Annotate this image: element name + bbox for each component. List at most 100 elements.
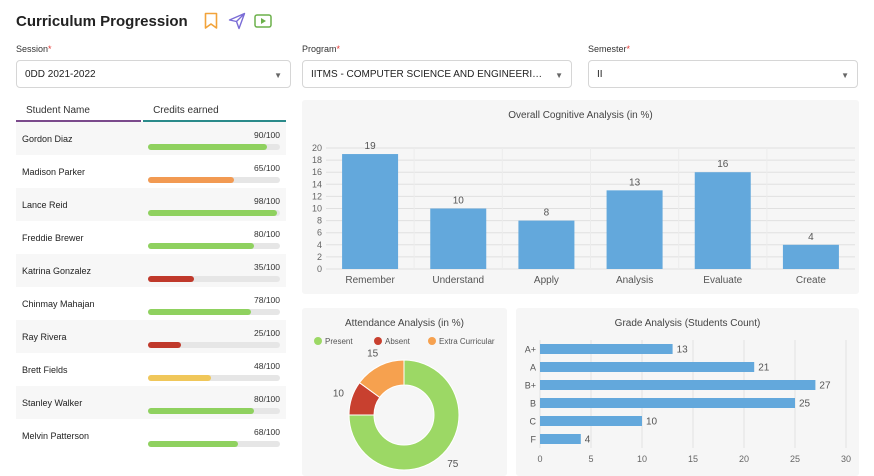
credits-cell: 80/100 [144, 386, 282, 419]
bar-value-label: 10 [453, 196, 465, 207]
y-tick-label: 6 [317, 228, 322, 238]
x-tick-label: Understand [432, 275, 484, 286]
student-name: Chinmay Mahajan [22, 298, 95, 309]
bar-remember[interactable] [342, 154, 399, 269]
attendance-analysis-panel: Attendance Analysis (in %) Present Absent… [302, 308, 507, 476]
table-row[interactable]: Lance Reid 98/100 [16, 188, 286, 221]
table-row[interactable]: Madison Parker 65/100 [16, 155, 286, 188]
credits-progress-fill [148, 441, 238, 447]
session-value: 0DD 2021-2022 [25, 68, 96, 80]
session-label: Session [16, 44, 49, 54]
bar-value-label: 19 [365, 141, 377, 152]
y-tick-label: 16 [312, 167, 322, 177]
credits-progress-track [148, 342, 280, 348]
credits-progress-track [148, 210, 280, 216]
bar-value-label: 4 [585, 435, 591, 446]
bar-evaluate[interactable] [694, 172, 751, 269]
credits-progress-track [148, 375, 280, 381]
student-name: Ray Rivera [22, 331, 67, 342]
bar-value-label: 8 [544, 208, 550, 219]
program-select[interactable]: IITMS - COMPUTER SCIENCE AND ENGINEERING… [302, 60, 572, 88]
legend-label[interactable]: Present [325, 337, 353, 346]
student-name: Gordon Diaz [22, 133, 73, 144]
credits-cell: 68/100 [144, 419, 282, 452]
grade-bar-chart: 0 5 10 15 20 25 30 13 A+ 21 A 27 B+ 25 B 10 C 4 F [525, 340, 851, 464]
credits-progress-track [148, 177, 280, 183]
send-icon[interactable] [228, 12, 246, 30]
bar-grade[interactable] [540, 380, 816, 390]
column-student-name: Student Name [16, 100, 142, 122]
session-select[interactable]: 0DD 2021-2022 ▼ [16, 60, 291, 88]
y-tick-label: 0 [317, 264, 322, 274]
legend-label[interactable]: Extra Curricular [439, 337, 495, 346]
bar-apply[interactable] [518, 220, 575, 269]
program-filter: Program* IITMS - COMPUTER SCIENCE AND EN… [302, 44, 572, 88]
slice-extra-curricular[interactable] [358, 359, 405, 399]
table-row[interactable]: Stanley Walker 80/100 [16, 386, 286, 419]
table-row[interactable]: Freddie Brewer 80/100 [16, 221, 286, 254]
slice-present[interactable] [348, 359, 460, 471]
bar-value-label: 27 [819, 381, 831, 392]
student-name: Brett Fields [22, 364, 68, 375]
credits-progress-fill [148, 276, 195, 282]
y-tick-label: A+ [525, 345, 536, 355]
bar-understand[interactable] [430, 208, 487, 270]
table-row[interactable]: Ray Rivera 25/100 [16, 320, 286, 353]
bar-grade[interactable] [540, 398, 795, 408]
y-tick-label: C [530, 417, 537, 427]
grade-chart-title: Grade Analysis (Students Count) [614, 318, 761, 329]
slice-value-label: 10 [333, 389, 345, 400]
semester-select[interactable]: II ▼ [588, 60, 858, 88]
bar-analysis[interactable] [606, 190, 663, 269]
table-row[interactable]: Chinmay Mahajan 78/100 [16, 287, 286, 320]
credits-cell: 90/100 [144, 122, 282, 155]
credits-value: 68/100 [254, 427, 280, 437]
credits-progress-fill [148, 375, 212, 381]
y-tick-label: 12 [312, 191, 322, 201]
table-row[interactable]: Melvin Patterson 68/100 [16, 419, 286, 452]
y-tick-label: 18 [312, 155, 322, 165]
table-row[interactable]: Brett Fields 48/100 [16, 353, 286, 386]
bar-grade[interactable] [540, 434, 581, 444]
slice-value-label: 15 [367, 349, 379, 360]
bookmark-icon[interactable] [202, 12, 220, 30]
bar-value-label: 13 [677, 345, 689, 356]
legend-label[interactable]: Absent [385, 337, 411, 346]
credits-value: 80/100 [254, 394, 280, 404]
y-tick-label: 2 [317, 252, 322, 262]
bar-grade[interactable] [540, 416, 642, 426]
chevron-down-icon: ▼ [555, 71, 563, 80]
play-icon[interactable] [253, 12, 272, 30]
x-tick-label: Evaluate [703, 275, 742, 286]
y-tick-label: 20 [312, 143, 322, 153]
credits-progress-track [148, 276, 280, 282]
student-name: Lance Reid [22, 199, 68, 210]
cognitive-chart-title: Overall Cognitive Analysis (in %) [508, 110, 653, 121]
credits-value: 90/100 [254, 130, 280, 140]
x-tick-label: Create [796, 275, 826, 286]
x-tick-label: Remember [345, 275, 395, 286]
students-credits-table: Student Name Credits earned Gordon Diaz 9… [16, 100, 286, 452]
x-tick-label: 0 [537, 454, 542, 464]
credits-progress-fill [148, 177, 234, 183]
x-tick-label: Analysis [616, 275, 653, 286]
x-tick-label: 15 [688, 454, 698, 464]
credits-cell: 78/100 [144, 287, 282, 320]
table-row[interactable]: Katrina Gonzalez 35/100 [16, 254, 286, 287]
table-row[interactable]: Gordon Diaz 90/100 [16, 122, 286, 155]
credits-progress-track [148, 441, 280, 447]
bar-grade[interactable] [540, 362, 755, 372]
bar-create[interactable] [782, 244, 839, 269]
x-tick-label: Apply [534, 275, 559, 286]
bar-value-label: 16 [717, 159, 729, 170]
bar-value-label: 4 [808, 232, 814, 243]
slice-value-label: 75 [447, 459, 459, 470]
credits-value: 78/100 [254, 295, 280, 305]
credits-value: 98/100 [254, 196, 280, 206]
semester-value: II [597, 68, 603, 80]
credits-cell: 25/100 [144, 320, 282, 353]
credits-progress-fill [148, 243, 254, 249]
credits-value: 25/100 [254, 328, 280, 338]
bar-grade[interactable] [540, 344, 673, 354]
credits-progress-track [148, 243, 280, 249]
